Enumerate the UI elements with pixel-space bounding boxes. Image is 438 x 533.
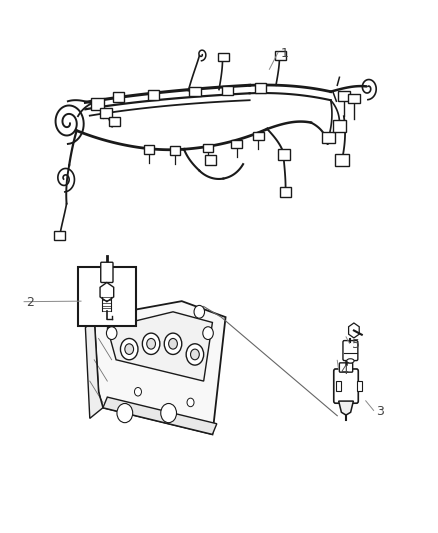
Bar: [113, 92, 124, 102]
Bar: [253, 132, 264, 140]
Bar: [335, 154, 349, 166]
Bar: [100, 108, 112, 118]
FancyBboxPatch shape: [339, 363, 353, 372]
Circle shape: [194, 305, 205, 318]
Circle shape: [134, 387, 141, 396]
Bar: [348, 94, 360, 103]
Bar: [231, 140, 242, 148]
Bar: [218, 53, 229, 61]
Bar: [205, 155, 216, 165]
Bar: [333, 120, 346, 132]
Text: 3: 3: [376, 405, 384, 418]
Text: 4: 4: [341, 364, 349, 377]
Bar: [357, 381, 362, 391]
Text: 2: 2: [26, 296, 34, 309]
Ellipse shape: [347, 359, 354, 363]
Bar: [78, 266, 136, 326]
Bar: [336, 381, 341, 391]
FancyBboxPatch shape: [334, 369, 358, 403]
Bar: [278, 149, 290, 160]
Circle shape: [187, 398, 194, 407]
Polygon shape: [94, 301, 226, 434]
Circle shape: [117, 403, 133, 423]
Bar: [280, 187, 291, 197]
FancyBboxPatch shape: [343, 341, 358, 360]
Circle shape: [161, 403, 177, 423]
Bar: [255, 83, 266, 93]
Polygon shape: [103, 397, 217, 434]
Bar: [203, 144, 213, 152]
Bar: [222, 86, 233, 95]
Circle shape: [203, 327, 213, 340]
Circle shape: [125, 344, 134, 354]
Bar: [109, 117, 120, 126]
Bar: [322, 132, 335, 143]
Bar: [338, 91, 350, 101]
Text: 5: 5: [352, 338, 360, 351]
Circle shape: [191, 349, 199, 360]
FancyBboxPatch shape: [101, 262, 113, 282]
Bar: [275, 51, 286, 60]
Bar: [54, 231, 65, 240]
Polygon shape: [85, 317, 103, 418]
Circle shape: [120, 338, 138, 360]
Polygon shape: [107, 312, 212, 381]
Bar: [91, 98, 104, 110]
Polygon shape: [339, 401, 353, 415]
Circle shape: [147, 338, 155, 349]
Circle shape: [106, 327, 117, 340]
Bar: [144, 145, 154, 154]
Bar: [170, 146, 180, 155]
Circle shape: [169, 338, 177, 349]
Circle shape: [142, 333, 160, 354]
Circle shape: [164, 333, 182, 354]
Text: 1: 1: [280, 47, 288, 60]
Circle shape: [186, 344, 204, 365]
Bar: [148, 90, 159, 100]
Bar: [189, 87, 201, 96]
Circle shape: [120, 305, 130, 318]
